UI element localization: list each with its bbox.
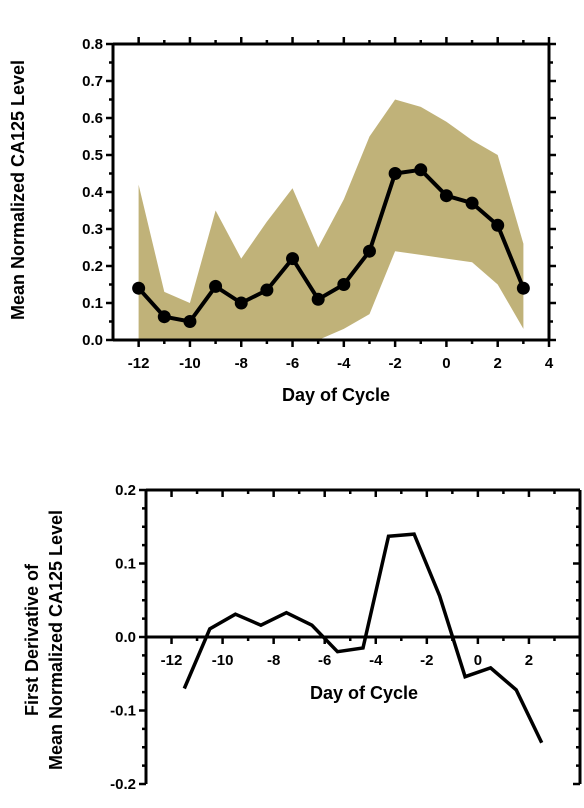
bottom-x-tick-label: -2	[420, 652, 433, 669]
bottom-y-axis-title-line2: Mean Normalized CA125 Level	[46, 510, 66, 770]
bottom-y-tick-label: -0.1	[110, 703, 136, 720]
top-data-point	[516, 281, 530, 295]
top-x-tick-label: -8	[235, 355, 248, 372]
bottom-series-line	[182, 532, 544, 744]
top-data-point	[209, 279, 223, 293]
top-data-point	[388, 167, 402, 180]
bottom-y-tick-label: -0.2	[110, 776, 136, 793]
top-data-point	[465, 196, 479, 210]
top-y-tick-label: 0.6	[82, 110, 103, 127]
chart-bottom: -0.2 -0.1 0.0 0.1 0.2 -12 -10 -8 -6 -4 -2 0 2 Day o…	[22, 482, 582, 793]
bottom-x-tick-label: -6	[318, 652, 331, 669]
top-data-point	[157, 310, 171, 324]
bottom-x-axis-title: Day of Cycle	[310, 683, 418, 703]
top-data-point	[286, 252, 300, 266]
top-series-points	[132, 163, 530, 328]
top-x-tick-label: 4	[545, 355, 554, 372]
top-y-tick-label: 0.1	[82, 295, 103, 312]
top-y-tick-label: 0.2	[82, 258, 103, 275]
bottom-x-tick-label: 0	[474, 652, 482, 669]
top-y-axis-title: Mean Normalized CA125 Level	[8, 60, 28, 320]
top-x-tick-label: -10	[179, 355, 201, 372]
bottom-x-tick-label: -4	[369, 652, 383, 669]
chart-top: 0.0 0.1 0.2 0.3 0.4 0.5 0.6 0.7 0.8 -12 -10 -8 -6 -4…	[8, 36, 556, 405]
top-data-point	[234, 296, 248, 310]
top-data-point	[311, 292, 325, 306]
bottom-x-tick-label: -10	[212, 652, 234, 669]
bottom-x-tick-label: -8	[267, 652, 280, 669]
top-data-point	[439, 189, 453, 203]
top-x-tick-label: 0	[442, 355, 450, 372]
bottom-y-tick-label: 0.1	[115, 556, 136, 573]
top-y-tick-labels: 0.0 0.1 0.2 0.3 0.4 0.5 0.6 0.7 0.8	[82, 36, 104, 349]
top-y-tick-label: 0.4	[82, 184, 104, 201]
bottom-x-tick-labels: -12 -10 -8 -6 -4 -2 0 2	[161, 652, 533, 669]
bottom-x-tick-label: -12	[161, 652, 183, 669]
bottom-y-axis-title-line1: First Derivative of	[22, 563, 42, 716]
top-y-tick-label: 0.3	[82, 221, 103, 238]
top-x-tick-label: -12	[128, 355, 150, 372]
top-plot-area	[132, 99, 530, 340]
top-data-point	[362, 244, 376, 258]
top-y-tick-label: 0.5	[82, 147, 103, 164]
top-data-point	[183, 315, 197, 328]
top-series-line	[137, 167, 526, 324]
top-data-point	[414, 163, 428, 177]
bottom-axes	[139, 488, 582, 786]
top-data-point	[491, 218, 505, 232]
top-x-tick-label: -2	[388, 355, 401, 372]
top-x-tick-label: 2	[494, 355, 502, 372]
top-x-axis-title: Day of Cycle	[282, 385, 390, 405]
top-confidence-band	[138, 99, 524, 340]
top-data-point	[132, 281, 146, 295]
bottom-x-tick-label: 2	[525, 652, 533, 669]
bottom-y-tick-label: 0.0	[115, 629, 136, 646]
bottom-y-tick-labels: -0.2 -0.1 0.0 0.1 0.2	[110, 482, 136, 793]
top-data-point	[260, 283, 274, 297]
bottom-y-tick-label: 0.2	[115, 482, 136, 499]
top-x-tick-labels: -12 -10 -8 -6 -4 -2 0 2 4	[128, 355, 554, 372]
top-y-tick-label: 0.8	[82, 36, 103, 53]
top-x-tick-label: -4	[337, 355, 351, 372]
top-y-tick-label: 0.0	[82, 332, 103, 349]
top-y-tick-label: 0.7	[82, 73, 103, 90]
top-x-tick-label: -6	[286, 355, 299, 372]
top-axes	[106, 37, 556, 347]
top-data-point	[337, 278, 351, 291]
